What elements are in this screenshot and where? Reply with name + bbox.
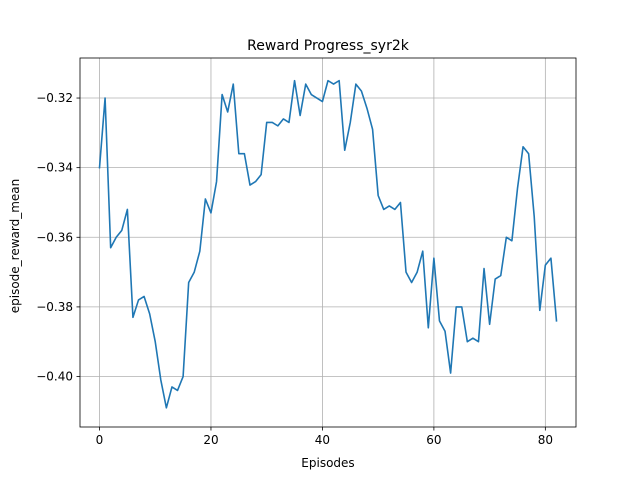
y-axis-label: episode_reward_mean [8,179,22,314]
y-tick-label: −0.36 [36,230,73,244]
x-axis-ticks: 0 20 40 60 80 [96,427,553,447]
x-tick-label: 60 [426,433,441,447]
y-tick-label: −0.40 [36,370,73,384]
x-tick-label: 20 [203,433,218,447]
plot-area-frame [79,57,577,428]
x-tick-label: 80 [538,433,553,447]
y-tick-label: −0.38 [36,300,73,314]
x-tick-label: 0 [96,433,104,447]
series-layer [98,79,558,409]
chart-title: Reward Progress_syr2k [247,38,410,54]
y-axis-ticks: −0.40 −0.38 −0.36 −0.34 −0.32 [36,91,80,384]
y-tick-label: −0.34 [36,161,73,175]
x-axis-label: Episodes [301,456,354,470]
reward-series-line [98,79,558,409]
y-tick-label: −0.32 [36,91,73,105]
grid-lines [80,58,576,427]
x-tick-label: 40 [315,433,330,447]
